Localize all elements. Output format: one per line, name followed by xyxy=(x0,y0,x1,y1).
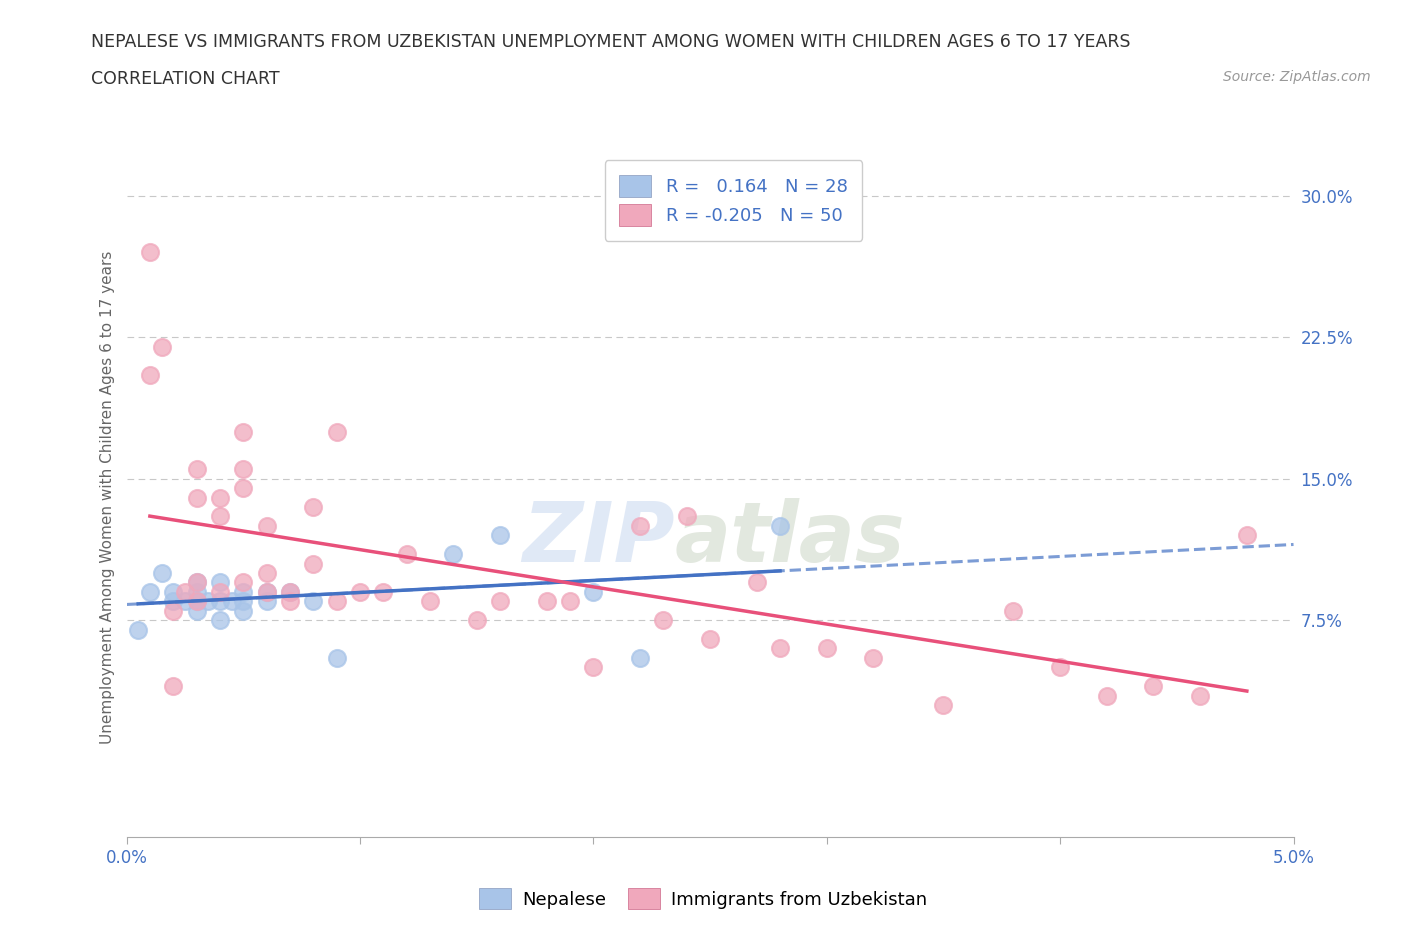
Point xyxy=(1236,528,1258,543)
Legend: Nepalese, Immigrants from Uzbekistan: Nepalese, Immigrants from Uzbekistan xyxy=(471,881,935,916)
Point xyxy=(221,594,243,609)
Point xyxy=(139,367,162,382)
Point xyxy=(208,594,231,609)
Point xyxy=(278,584,301,599)
Point xyxy=(302,594,325,609)
Point xyxy=(419,594,441,609)
Point xyxy=(256,594,278,609)
Point xyxy=(1095,688,1118,703)
Point xyxy=(150,565,173,580)
Point xyxy=(232,575,254,590)
Point xyxy=(1189,688,1212,703)
Point xyxy=(232,604,254,618)
Point xyxy=(652,613,675,628)
Point xyxy=(256,565,278,580)
Point xyxy=(278,594,301,609)
Point xyxy=(278,584,301,599)
Point xyxy=(139,584,162,599)
Text: CORRELATION CHART: CORRELATION CHART xyxy=(91,70,280,87)
Point xyxy=(232,594,254,609)
Point xyxy=(862,650,884,665)
Point xyxy=(769,518,792,533)
Point xyxy=(675,509,697,524)
Point xyxy=(373,584,395,599)
Point xyxy=(162,679,184,694)
Point xyxy=(186,575,208,590)
Point xyxy=(699,631,721,646)
Point xyxy=(256,584,278,599)
Point xyxy=(186,490,208,505)
Point xyxy=(174,584,197,599)
Point xyxy=(628,518,651,533)
Text: atlas: atlas xyxy=(675,498,905,578)
Point xyxy=(465,613,488,628)
Point xyxy=(325,424,347,439)
Point xyxy=(628,650,651,665)
Point xyxy=(256,518,278,533)
Point xyxy=(162,594,184,609)
Point xyxy=(745,575,768,590)
Point xyxy=(186,594,208,609)
Point xyxy=(302,499,325,514)
Point xyxy=(395,547,418,562)
Point xyxy=(536,594,558,609)
Point xyxy=(558,594,581,609)
Point xyxy=(232,462,254,477)
Point xyxy=(1002,604,1025,618)
Text: Source: ZipAtlas.com: Source: ZipAtlas.com xyxy=(1223,70,1371,84)
Point xyxy=(232,481,254,496)
Point xyxy=(815,641,838,656)
Point xyxy=(208,613,231,628)
Point xyxy=(325,594,347,609)
Point xyxy=(208,509,231,524)
Text: ZIP: ZIP xyxy=(523,498,675,578)
Point xyxy=(162,584,184,599)
Point xyxy=(139,245,162,259)
Point xyxy=(325,650,347,665)
Point xyxy=(186,575,208,590)
Point xyxy=(582,584,605,599)
Point xyxy=(441,547,464,562)
Point xyxy=(162,604,184,618)
Point xyxy=(150,339,173,354)
Point xyxy=(1142,679,1164,694)
Point xyxy=(349,584,371,599)
Point xyxy=(256,584,278,599)
Point xyxy=(208,490,231,505)
Text: NEPALESE VS IMMIGRANTS FROM UZBEKISTAN UNEMPLOYMENT AMONG WOMEN WITH CHILDREN AG: NEPALESE VS IMMIGRANTS FROM UZBEKISTAN U… xyxy=(91,33,1130,50)
Point xyxy=(489,528,512,543)
Point xyxy=(769,641,792,656)
Point xyxy=(232,424,254,439)
Point xyxy=(208,584,231,599)
Point xyxy=(932,698,955,712)
Point xyxy=(302,556,325,571)
Point xyxy=(186,462,208,477)
Point xyxy=(197,594,219,609)
Point xyxy=(232,584,254,599)
Point xyxy=(186,594,208,609)
Point xyxy=(208,575,231,590)
Y-axis label: Unemployment Among Women with Children Ages 6 to 17 years: Unemployment Among Women with Children A… xyxy=(100,251,115,744)
Point xyxy=(186,584,208,599)
Legend: R =   0.164   N = 28, R = -0.205   N = 50: R = 0.164 N = 28, R = -0.205 N = 50 xyxy=(605,160,862,241)
Point xyxy=(174,594,197,609)
Point xyxy=(489,594,512,609)
Point xyxy=(1049,660,1071,675)
Point xyxy=(186,604,208,618)
Point xyxy=(127,622,149,637)
Point xyxy=(582,660,605,675)
